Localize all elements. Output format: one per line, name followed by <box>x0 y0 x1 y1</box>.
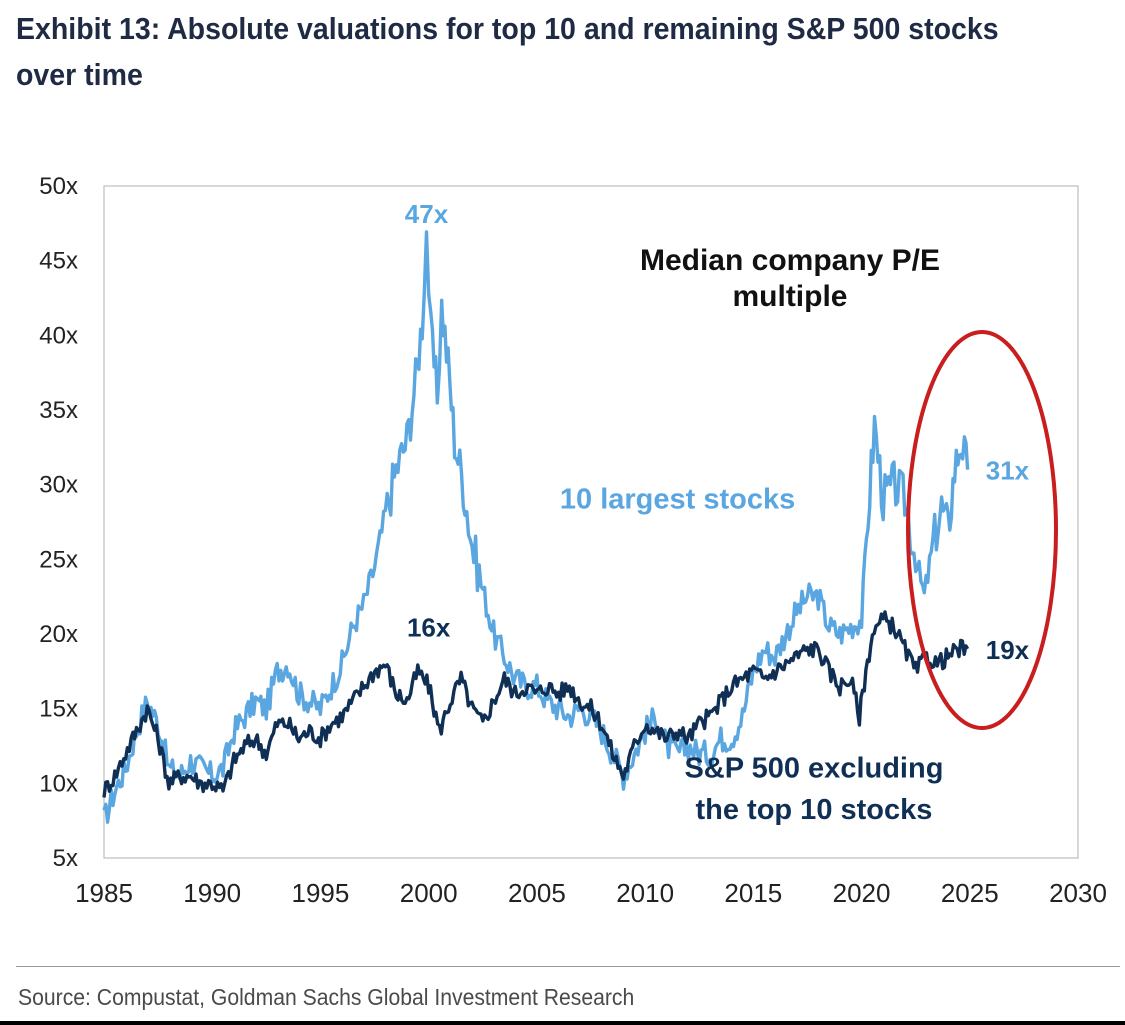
y-tick-label: 5x <box>53 845 78 872</box>
y-tick-label: 25x <box>39 546 78 573</box>
plot-frame <box>103 185 1079 859</box>
x-tick-label: 1985 <box>75 878 133 908</box>
annotation-title-line-1: Median company P/E <box>640 244 940 277</box>
y-tick-label: 20x <box>39 621 78 648</box>
page-title: Exhibit 13: Absolute valuations for top … <box>16 11 999 92</box>
annotation-layer: Median company P/E multiple 47x 16x 31x 19x… <box>405 199 1030 826</box>
value-annotation: 16x <box>407 612 451 642</box>
source-divider <box>16 966 1120 967</box>
value-annotation: 47x <box>405 199 449 229</box>
value-annotation: 31x <box>986 456 1030 486</box>
y-tick-label: 50x <box>39 173 78 200</box>
x-tick-label: 2030 <box>1049 878 1107 908</box>
y-axis: 5x 10x 15x 20x 25x 30x 35x 40x 45x 50x <box>39 173 78 872</box>
x-tick-label: 1990 <box>183 878 241 908</box>
x-tick-label: 2020 <box>833 878 891 908</box>
series-label: S&P 500 excluding <box>684 752 943 784</box>
bottom-border <box>0 1021 1125 1025</box>
highlight-ellipse <box>906 330 1058 730</box>
series-label: the top 10 stocks <box>695 794 932 826</box>
annotation-title-line-2: multiple <box>732 280 847 313</box>
series-line-top10 <box>102 230 970 824</box>
series-label: 10 largest stocks <box>560 484 795 516</box>
series-line-sp500-ex-top10 <box>102 610 970 798</box>
y-tick-label: 10x <box>39 770 78 797</box>
y-tick-label: 40x <box>39 322 78 349</box>
x-tick-label: 2025 <box>941 878 999 908</box>
y-tick-label: 35x <box>39 397 78 424</box>
x-tick-label: 2005 <box>508 878 566 908</box>
y-tick-label: 15x <box>39 696 78 723</box>
x-tick-label: 1995 <box>292 878 350 908</box>
x-tick-label: 2015 <box>724 878 782 908</box>
x-tick-label: 2010 <box>616 878 674 908</box>
x-axis: 1985 1990 1995 2000 2005 2010 2015 2020 2025 2030 <box>75 878 1107 908</box>
value-annotation: 19x <box>986 635 1030 665</box>
x-tick-label: 2000 <box>400 878 458 908</box>
source-note: Source: Compustat, Goldman Sachs Global … <box>18 984 635 1010</box>
series-layer <box>102 230 970 824</box>
y-tick-label: 30x <box>39 472 78 499</box>
y-tick-label: 45x <box>39 248 78 275</box>
